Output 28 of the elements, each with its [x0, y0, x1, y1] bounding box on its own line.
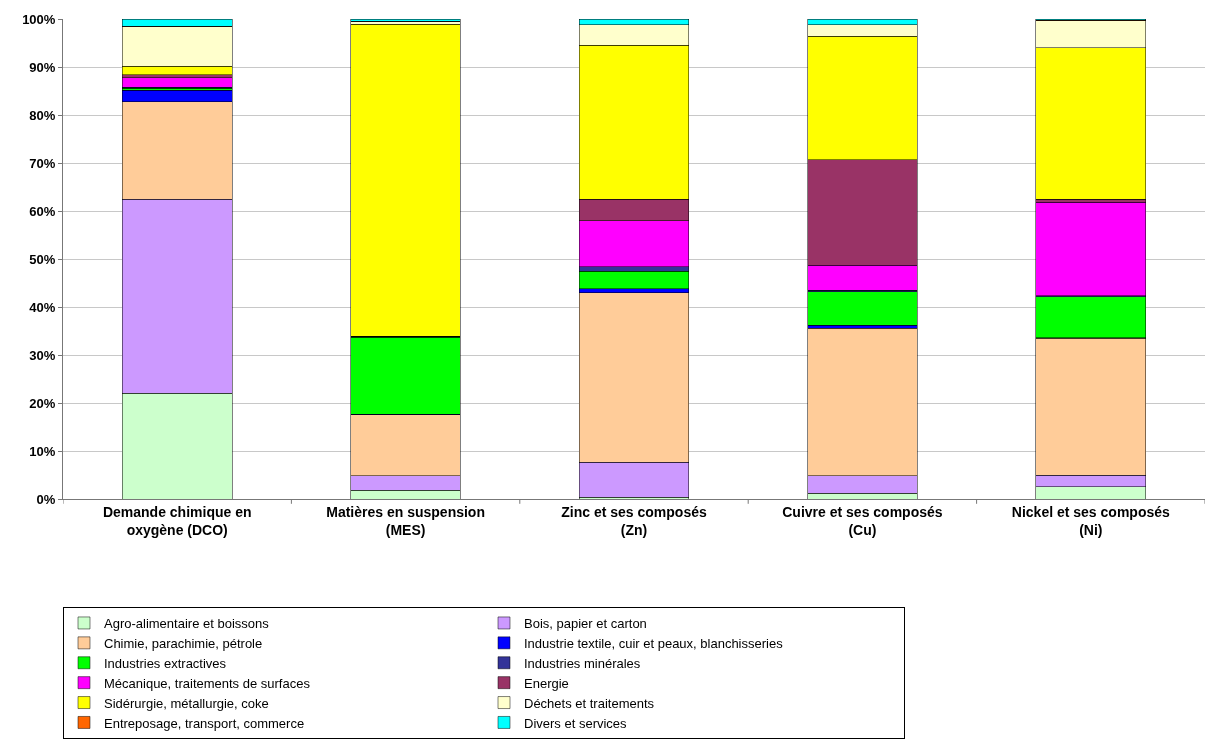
- y-tick-label: 0%: [36, 491, 56, 507]
- x-tick-label: Zinc et ses composés (Zn): [561, 503, 707, 538]
- y-tick-label: 50%: [29, 251, 56, 267]
- y-tick-label: 20%: [29, 395, 56, 411]
- legend-label: Entreposage, transport, commerce: [104, 715, 305, 731]
- legend-label: Energie: [524, 675, 569, 691]
- x-tick-label: Matières en suspension (MES): [326, 503, 485, 538]
- y-tick-label: 40%: [29, 299, 56, 315]
- y-tick-label: 30%: [29, 347, 56, 363]
- legend-label: Industrie textile, cuir et peaux, blanchisseries: [524, 635, 784, 651]
- x-tick-label: Nickel et ses composés (Ni): [1011, 503, 1170, 538]
- x-tick-label: Cuivre et ses composés (Cu): [782, 503, 943, 538]
- y-tick-label: 90%: [29, 59, 56, 75]
- legend-label: Chimie, parachimie, pétrole: [104, 635, 263, 651]
- legend-label: Bois, papier et carton: [524, 616, 647, 632]
- legend-label: Sidérurgie, métallurgie, coke: [104, 695, 269, 711]
- legend-label: Agro-alimentaire et boissons: [104, 616, 270, 632]
- x-tick-label: Demande chimique en oxygène (DCO): [102, 503, 252, 538]
- y-tick-label: 100%: [22, 11, 56, 27]
- y-tick-label: 10%: [29, 443, 56, 459]
- legend-label: Divers et services: [524, 715, 628, 731]
- y-tick-label: 60%: [29, 203, 56, 219]
- y-tick-label: 70%: [29, 155, 56, 171]
- legend-label: Mécanique, traitements de surfaces: [104, 675, 311, 691]
- y-tick-label: 80%: [29, 107, 56, 123]
- legend-label: Déchets et traitements: [524, 695, 655, 711]
- legend-label: Industries minérales: [524, 655, 641, 671]
- legend-label: Industries extractives: [104, 655, 227, 671]
